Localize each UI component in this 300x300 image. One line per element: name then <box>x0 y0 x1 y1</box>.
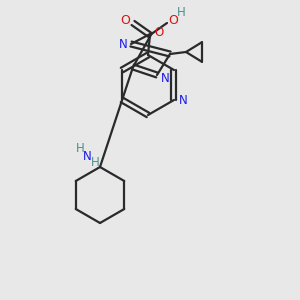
Text: O: O <box>168 14 178 26</box>
Text: H: H <box>76 142 84 155</box>
Text: H: H <box>91 157 99 169</box>
Text: N: N <box>178 94 188 107</box>
Text: H: H <box>177 7 185 20</box>
Text: O: O <box>154 26 164 38</box>
Text: N: N <box>160 71 169 85</box>
Text: N: N <box>82 151 91 164</box>
Text: O: O <box>120 14 130 28</box>
Text: N: N <box>118 38 127 52</box>
